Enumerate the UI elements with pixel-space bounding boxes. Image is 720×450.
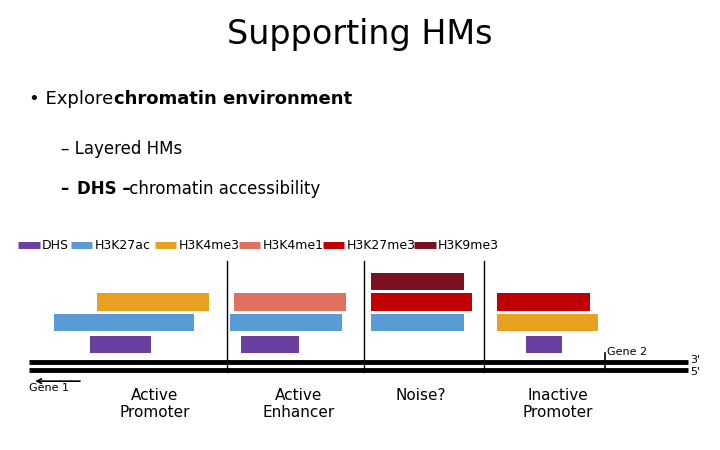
Text: H3K27ac: H3K27ac: [94, 239, 150, 252]
Bar: [234, 293, 346, 310]
Bar: [371, 273, 464, 290]
Bar: [526, 336, 562, 353]
Text: DHS: DHS: [42, 239, 69, 252]
Text: • Explore: • Explore: [29, 90, 119, 108]
Text: Active
Enhancer: Active Enhancer: [263, 388, 335, 420]
Bar: [90, 336, 151, 353]
Text: – Layered HMs: – Layered HMs: [61, 140, 182, 158]
Bar: [241, 336, 299, 353]
Text: chromatin environment: chromatin environment: [114, 90, 352, 108]
Text: 3': 3': [690, 355, 700, 365]
Text: H3K4me3: H3K4me3: [179, 239, 240, 252]
Bar: [497, 293, 590, 310]
Text: H3K4me1: H3K4me1: [263, 239, 323, 252]
Text: Supporting HMs: Supporting HMs: [228, 18, 492, 51]
Bar: [371, 293, 472, 310]
Text: –: –: [61, 180, 75, 198]
Text: Active
Promoter: Active Promoter: [120, 388, 190, 420]
Bar: [230, 314, 342, 331]
Bar: [371, 314, 464, 331]
Text: chromatin accessibility: chromatin accessibility: [124, 180, 320, 198]
Text: Gene 1: Gene 1: [29, 383, 69, 393]
Text: Gene 2: Gene 2: [607, 347, 647, 357]
Text: H3K9me3: H3K9me3: [438, 239, 499, 252]
Bar: [54, 314, 194, 331]
Bar: [97, 293, 209, 310]
Text: H3K27me3: H3K27me3: [346, 239, 415, 252]
Bar: [497, 314, 598, 331]
Text: 5': 5': [690, 367, 700, 377]
Text: Noise?: Noise?: [396, 388, 446, 403]
Text: DHS –: DHS –: [77, 180, 130, 198]
Text: Inactive
Promoter: Inactive Promoter: [523, 388, 593, 420]
